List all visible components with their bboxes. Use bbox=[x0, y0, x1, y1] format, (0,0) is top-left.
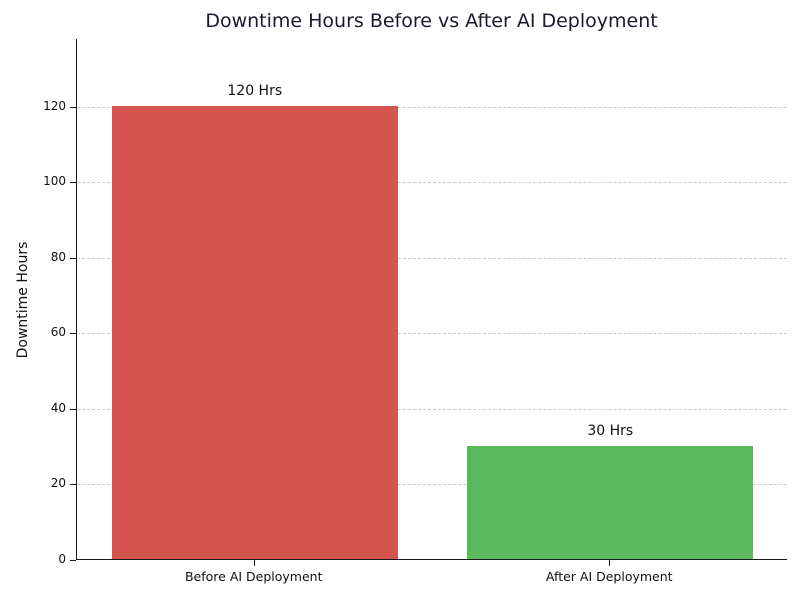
x-tick-mark bbox=[609, 560, 611, 566]
gridline bbox=[77, 484, 787, 486]
x-tick-label: After AI Deployment bbox=[545, 569, 673, 584]
bar-value-label: 30 Hrs bbox=[587, 422, 634, 439]
x-tick-mark bbox=[253, 560, 255, 566]
y-tick-label: 20 bbox=[50, 476, 66, 491]
bar-before bbox=[111, 105, 398, 559]
y-tick-label: 100 bbox=[43, 174, 66, 189]
bar-after bbox=[467, 445, 754, 559]
gridline bbox=[77, 333, 787, 335]
y-tick-mark bbox=[70, 560, 76, 561]
y-tick-mark bbox=[70, 484, 76, 486]
gridline bbox=[77, 182, 787, 184]
gridline bbox=[77, 106, 787, 108]
y-tick-label: 120 bbox=[43, 98, 66, 113]
y-tick-label: 80 bbox=[50, 249, 66, 264]
bar-value-label: 120 Hrs bbox=[227, 82, 283, 99]
gridline bbox=[77, 408, 787, 410]
gridline bbox=[77, 257, 787, 259]
chart-title: Downtime Hours Before vs After AI Deploy… bbox=[205, 10, 658, 32]
plot-area: 120 Hrs 30 Hrs bbox=[76, 39, 787, 560]
y-tick-mark bbox=[70, 106, 76, 108]
y-tick-mark bbox=[70, 408, 76, 410]
y-tick-mark bbox=[70, 257, 76, 259]
x-tick-label: Before AI Deployment bbox=[184, 569, 323, 584]
y-tick-label: 40 bbox=[50, 400, 66, 415]
y-tick-label: 0 bbox=[58, 552, 66, 566]
y-tick-mark bbox=[70, 182, 76, 184]
y-tick-label: 60 bbox=[50, 325, 66, 340]
y-tick-mark bbox=[70, 333, 76, 335]
